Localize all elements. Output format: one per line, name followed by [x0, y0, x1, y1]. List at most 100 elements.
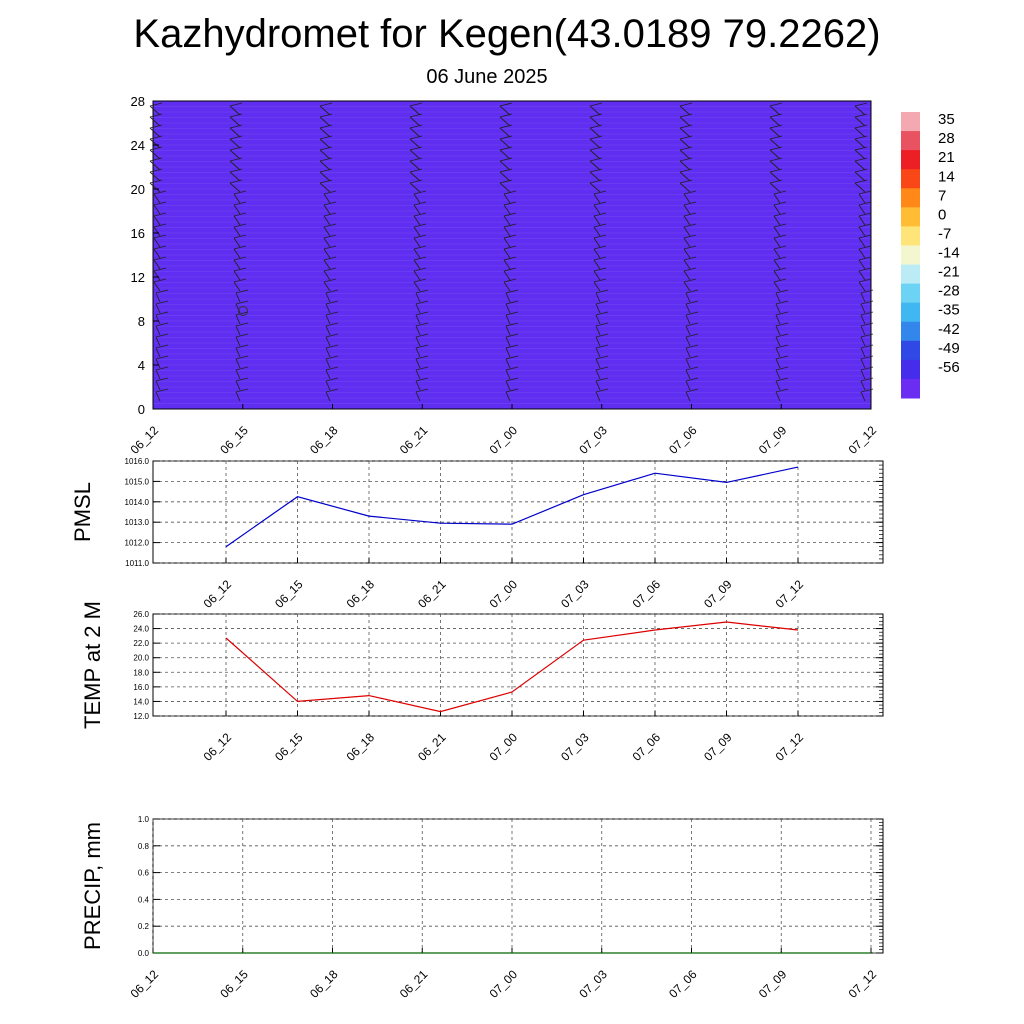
wind-barb — [595, 314, 601, 325]
precip-y-axis-label: PRECIP, mm — [80, 822, 105, 950]
wind-barb-flag — [319, 102, 333, 107]
wind-barb — [775, 292, 781, 303]
wind-barb-flag — [415, 322, 429, 327]
wind-barb-flag — [773, 245, 787, 250]
wind-barb — [593, 237, 601, 248]
temp-2m-x-tick-label: 07_06 — [630, 730, 664, 764]
wind-barb-flag — [593, 278, 607, 283]
heatmap-x-tick-label: 06_21 — [397, 423, 431, 457]
wind-barb-flag — [685, 388, 699, 393]
precip-frame — [152, 818, 884, 954]
wind-barb — [860, 358, 866, 369]
wind-barb — [685, 314, 691, 325]
wind-barb — [683, 259, 691, 270]
colorbar-label: 14 — [938, 168, 955, 185]
heatmap-x-tick-label: 07_09 — [756, 423, 790, 457]
wind-barb — [319, 171, 331, 182]
wind-barb — [415, 325, 421, 336]
wind-barb — [155, 369, 161, 380]
colorbar-segment — [901, 378, 920, 399]
heatmap-x-tick-label: 07_12 — [846, 423, 880, 457]
wind-barb-flag — [235, 344, 249, 349]
wind-barb — [593, 281, 601, 292]
wind-barb — [153, 204, 161, 215]
wind-barb-flag — [155, 377, 169, 382]
wind-barb — [413, 226, 421, 237]
wind-barb-flag — [860, 333, 874, 338]
wind-barb — [858, 248, 866, 259]
temperature-colorbar: 35 28 21 14 7 0 -7 -14 -21 -28 -35 -42 -49 -56 — [901, 111, 960, 399]
wind-barb — [323, 193, 331, 204]
wind-barb — [854, 105, 866, 116]
wind-barb-flag — [503, 223, 517, 228]
wind-barb-flag — [325, 344, 339, 349]
wind-barb — [415, 380, 421, 391]
wind-barb — [683, 237, 691, 248]
wind-barb — [683, 281, 691, 292]
wind-barb-flag — [858, 201, 872, 206]
pmsl-y-axis-label: PMSL — [70, 482, 95, 542]
colorbar-label: -35 — [938, 302, 960, 319]
wind-barb-flag — [593, 190, 607, 195]
colorbar-segment — [901, 112, 920, 132]
wind-barb-flag — [773, 267, 787, 272]
temp-2m-x-tick-label: 07_09 — [701, 730, 735, 764]
wind-barb — [413, 259, 421, 270]
wind-barb-flag — [593, 267, 607, 272]
wind-barb-flag — [149, 102, 163, 107]
wind-barb-flag — [685, 377, 699, 382]
wind-barb — [683, 226, 691, 237]
colorbar-segment — [901, 245, 920, 266]
wind-barb — [769, 160, 781, 171]
precip-y-tick-label: 0.4 — [138, 895, 150, 904]
wind-barb-flag — [153, 278, 167, 283]
wind-barb-flag — [505, 355, 519, 360]
wind-barb-flag — [683, 190, 697, 195]
wind-barb — [854, 160, 866, 171]
wind-barb — [589, 105, 601, 116]
wind-barb-flag — [860, 355, 874, 360]
wind-barb — [775, 391, 781, 402]
colorbar-segment — [901, 169, 920, 189]
precip-x-tick-label: 07_00 — [487, 967, 521, 1001]
colorbar-segment — [901, 302, 920, 323]
wind-barb — [233, 226, 241, 237]
wind-barb — [499, 149, 511, 160]
wind-barb — [769, 171, 781, 182]
wind-barb — [589, 138, 601, 149]
wind-barb — [679, 127, 691, 138]
colorbar-segment — [901, 340, 920, 361]
wind-barb — [595, 347, 601, 358]
wind-barb-flag — [413, 278, 427, 283]
colorbar-segment — [901, 131, 920, 151]
wind-barb-flag — [325, 333, 339, 338]
wind-barb — [153, 281, 161, 292]
temp-2m-panel: 12.0 14.0 16.0 18.0 20.0 22.0 24.0 26.0 06_12 06_… — [80, 601, 884, 764]
wind-barb-flag — [323, 256, 337, 261]
wind-barb — [775, 358, 781, 369]
wind-barb-flag — [860, 311, 874, 316]
wind-barb — [854, 138, 866, 149]
wind-barb-flag — [858, 212, 872, 217]
wind-barb-flag — [323, 278, 337, 283]
temp-2m-y-tick-label: 14.0 — [133, 697, 149, 706]
wind-barb — [769, 127, 781, 138]
wind-barb-flag — [155, 311, 169, 316]
wind-barb — [593, 259, 601, 270]
wind-barb-flag — [155, 300, 169, 305]
colorbar-segment — [901, 207, 920, 227]
colorbar-label: -21 — [938, 264, 960, 281]
wind-barb — [155, 380, 161, 391]
wind-barb — [858, 226, 866, 237]
wind-barb-flag — [683, 267, 697, 272]
wind-barb — [409, 105, 421, 116]
wind-barb — [773, 193, 781, 204]
wind-barb-flag — [413, 212, 427, 217]
colorbar-label: 21 — [938, 149, 955, 166]
wind-barb-flag — [683, 234, 697, 239]
wind-barb — [589, 160, 601, 171]
wind-barb-flag — [593, 245, 607, 250]
wind-barb — [323, 237, 331, 248]
wind-barb — [499, 182, 511, 193]
wind-barb — [415, 314, 421, 325]
